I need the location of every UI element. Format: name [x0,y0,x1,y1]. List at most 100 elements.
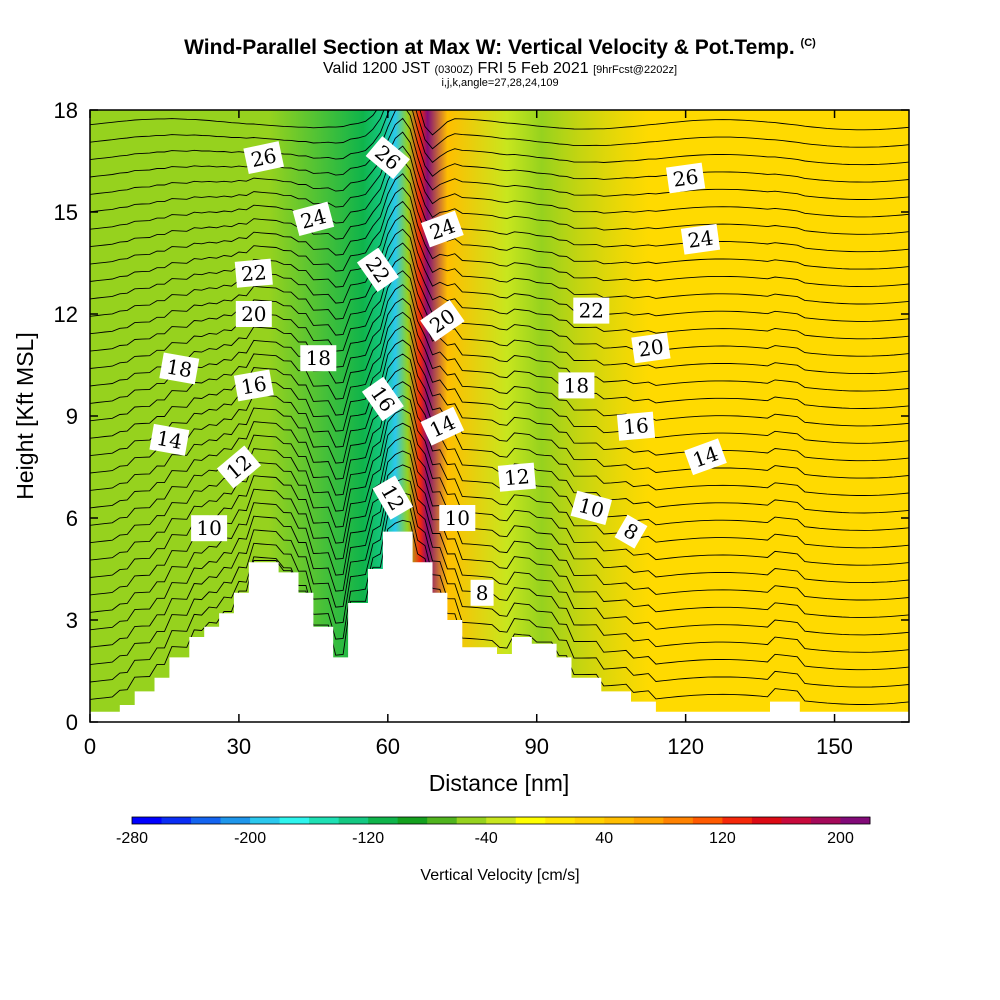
theta-contour-line [90,311,909,444]
contour-label-text: 18 [165,354,194,382]
contour-label-text: 18 [306,346,331,370]
colorbar-swatch [781,817,812,824]
colorbar-swatch [486,817,517,824]
colorbar-swatch [397,817,428,824]
colorbar-swatch [338,817,369,824]
contour-label-box [191,515,228,542]
valid-utc: (0300Z) [434,64,473,76]
theta-contour-line [90,464,909,636]
contour-label: 24 [680,223,721,255]
colorbar-label: Vertical Velocity [cm/s] [420,867,579,884]
contour-label-box [421,210,464,248]
theta-contour-line [90,408,909,566]
colorbar-swatch [751,817,782,824]
contour-label: 22 [234,258,273,288]
colorbar-swatch [810,817,841,824]
contour-label-box [680,223,721,255]
contour-label-box [356,247,399,293]
x-tick-label: 0 [84,734,96,759]
contour-label-text: 14 [155,426,184,454]
y-tick-label: 12 [54,302,78,327]
contour-label-text: 22 [579,299,604,323]
contour-label: 10 [439,505,476,531]
contour-label-box [300,345,337,372]
x-tick-label: 90 [524,734,548,759]
valid-prefix: Valid 1200 JST [322,60,431,77]
contour-label-box [159,352,200,385]
y-tick-label: 3 [66,608,78,633]
contour-label-box [149,423,190,456]
contour-label-box [361,376,404,422]
colorbar-frame [131,816,871,825]
x-axis: 0 30 60 90 120 150 [84,110,853,759]
colorbar-tick-label: 120 [709,830,736,847]
contour-label-box [497,462,536,492]
colorbar-swatch [722,817,753,824]
y-tick-label: 9 [66,404,78,429]
colorbar-swatch [427,817,458,824]
forecast-label: [9hrFcst@2202z] [593,64,678,76]
contour-label: 16 [616,411,656,441]
contour-label: 10 [191,515,228,542]
contour-label-text: 10 [445,506,470,530]
contour-label-box [684,438,727,476]
x-axis-label: Distance [nm] [429,770,570,796]
contour-label-text: 26 [671,164,700,191]
contour-label-box [570,490,613,526]
x-tick-label: 60 [376,734,400,759]
theta-contour-line [90,228,909,340]
contour-label-text: 26 [249,143,279,172]
contour-label-box [234,258,273,288]
contour-label-text: 22 [240,260,267,286]
contour-label-text: 8 [476,581,489,605]
colorbar-swatch [191,817,222,824]
contour-label: 8 [614,514,648,549]
contour-label: 26 [665,162,706,194]
colorbar-swatch [132,817,163,824]
theta-contour-line [90,422,909,584]
contour-label-text: 10 [196,516,221,540]
contour-label: 24 [292,201,335,237]
contour-label-box [243,141,285,175]
contour-label-box [420,406,465,446]
y-axis: 0 3 6 9 12 15 18 [54,98,909,735]
grid-info: i,j,k,angle=27,28,24,109 [441,77,559,89]
contour-label-box [614,514,648,549]
theta-contour-line [90,492,909,671]
colorbar-swatch [456,817,487,824]
theta-contour-line [90,298,909,427]
x-tick-label: 30 [227,734,251,759]
theta-contour-line [90,187,909,288]
contour-label: 20 [631,332,671,364]
colorbar-swatch [161,817,192,824]
contour-label-text: 20 [637,334,666,361]
theta-contour-line [90,110,909,183]
contour-label-text: 12 [503,464,530,490]
contour-label: 12 [497,462,536,492]
theta-contour-line [90,214,909,322]
colorbar-tick-label: -120 [352,830,384,847]
contour-label: 16 [233,369,274,402]
contour-label-box [420,299,465,342]
contour-label: 14 [149,423,190,456]
theta-contour-line [90,339,909,479]
contour-label-box [665,162,706,194]
contour-label-box [616,411,656,441]
y-axis-label: Height [Kft MSL] [12,332,38,499]
contour-label-box [233,369,274,402]
theta-contour-line [90,270,909,392]
colorbar-swatch [692,817,723,824]
contour-label-box [439,505,476,531]
contour-label: 18 [558,372,595,399]
contour-label-text: 18 [564,373,589,397]
contour-label: 26 [243,141,285,175]
contour-label-box [573,297,610,324]
contour-label-box [292,201,335,237]
colorbar-swatch [515,817,546,824]
y-tick-label: 18 [54,98,78,123]
colorbar-swatch [840,817,871,824]
contour-label-box [558,372,595,399]
